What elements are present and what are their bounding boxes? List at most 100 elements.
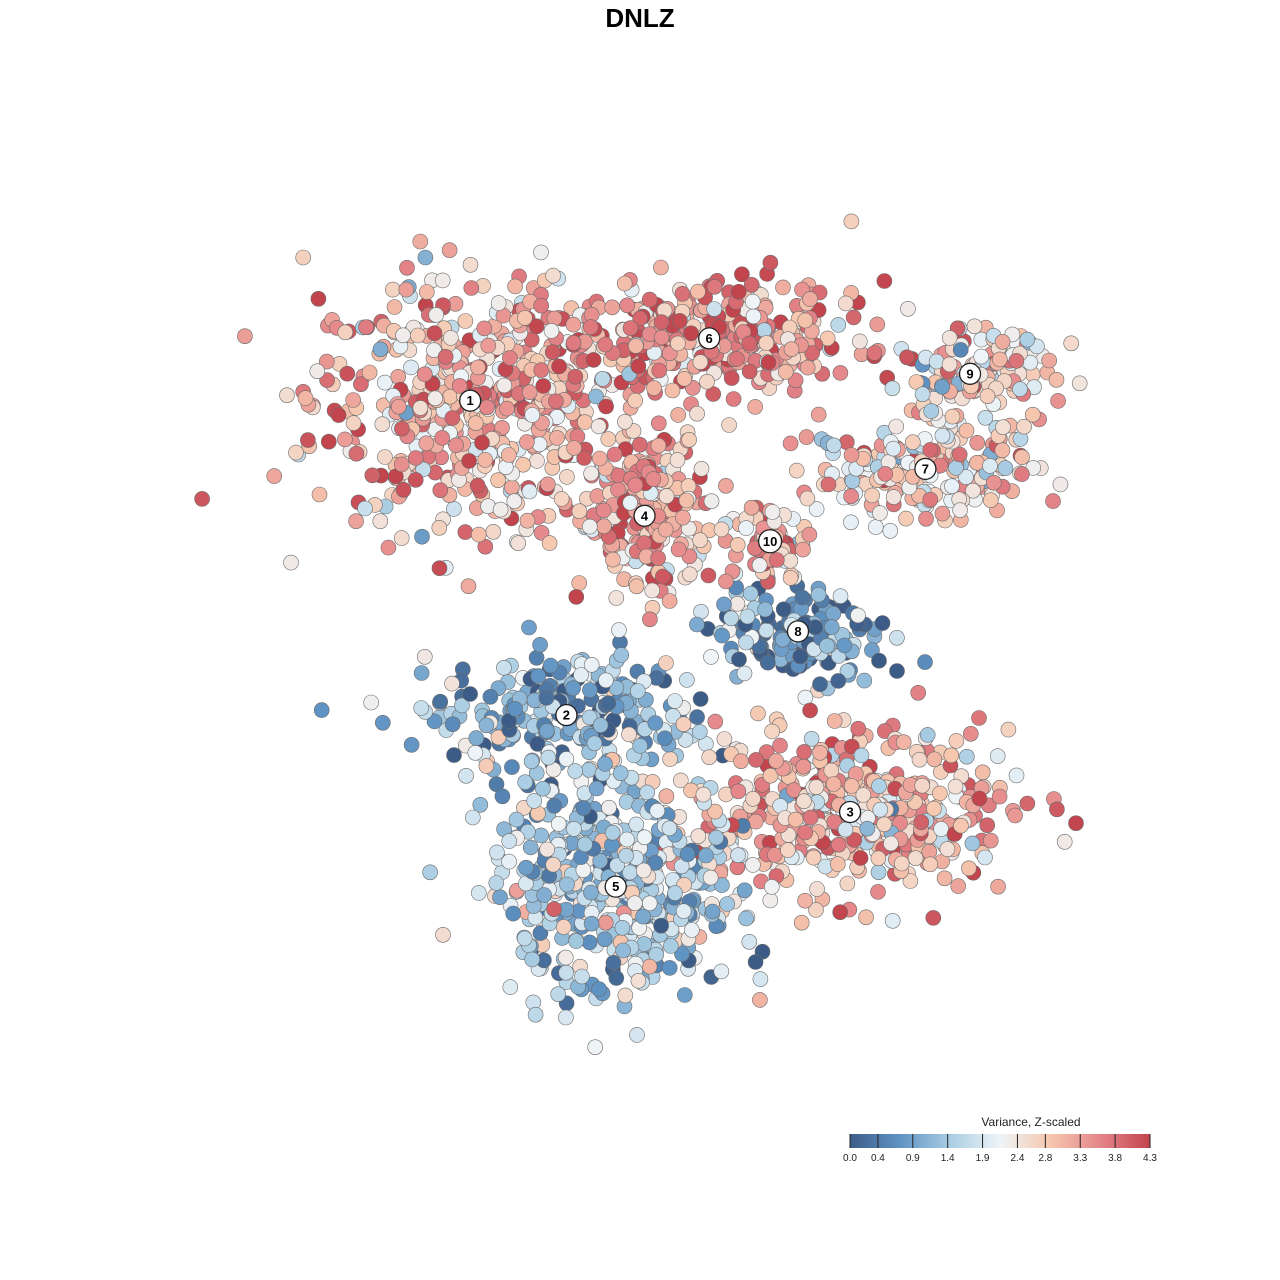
data-point bbox=[428, 307, 445, 323]
data-point bbox=[558, 751, 575, 767]
data-point bbox=[757, 601, 773, 618]
cluster-label-text: 4 bbox=[641, 508, 649, 523]
data-point bbox=[604, 824, 621, 841]
data-point bbox=[494, 788, 511, 805]
data-point bbox=[194, 491, 210, 507]
data-point bbox=[1048, 371, 1065, 388]
data-point bbox=[521, 619, 537, 636]
data-point bbox=[596, 518, 612, 535]
data-point bbox=[982, 832, 999, 849]
data-point bbox=[877, 466, 894, 482]
data-point bbox=[412, 400, 429, 416]
data-point bbox=[583, 884, 599, 901]
data-point bbox=[647, 715, 664, 731]
data-point bbox=[555, 919, 572, 935]
data-point bbox=[675, 509, 691, 526]
data-point bbox=[658, 788, 675, 805]
data-point bbox=[337, 324, 354, 341]
data-point bbox=[567, 368, 584, 385]
cluster-label-4: 4 bbox=[633, 504, 656, 527]
data-point bbox=[641, 958, 658, 975]
data-point bbox=[898, 510, 914, 527]
data-point bbox=[869, 316, 886, 333]
cluster-label-text: 7 bbox=[922, 461, 929, 476]
data-point bbox=[614, 919, 631, 936]
data-point bbox=[826, 814, 843, 830]
data-point bbox=[1014, 466, 1030, 482]
data-point bbox=[591, 981, 607, 998]
data-point bbox=[799, 490, 816, 507]
cluster-label-2: 2 bbox=[555, 703, 578, 727]
data-point bbox=[612, 765, 629, 782]
data-point bbox=[627, 338, 644, 354]
data-point bbox=[725, 391, 742, 407]
legend-tick-label: 0.0 bbox=[843, 1153, 857, 1164]
data-point bbox=[348, 513, 364, 530]
data-point bbox=[792, 648, 809, 665]
data-point bbox=[533, 362, 550, 378]
data-point bbox=[730, 847, 746, 864]
data-point bbox=[600, 431, 617, 447]
data-point bbox=[661, 593, 678, 609]
data-point bbox=[670, 541, 687, 558]
data-point bbox=[567, 763, 584, 779]
data-point bbox=[646, 380, 662, 396]
data-point bbox=[588, 388, 604, 405]
data-point bbox=[738, 520, 754, 536]
data-point bbox=[762, 892, 779, 909]
data-point bbox=[933, 821, 949, 837]
data-point bbox=[805, 849, 822, 866]
data-point bbox=[885, 440, 902, 457]
data-point bbox=[730, 783, 747, 800]
data-point bbox=[553, 491, 570, 507]
data-point bbox=[904, 434, 921, 451]
data-point bbox=[441, 242, 458, 258]
data-point bbox=[345, 415, 362, 431]
data-point bbox=[566, 821, 582, 837]
data-point bbox=[434, 430, 451, 446]
data-point bbox=[476, 320, 493, 337]
data-point bbox=[923, 403, 940, 419]
data-point bbox=[676, 370, 693, 387]
data-point bbox=[435, 926, 451, 943]
data-point bbox=[559, 876, 575, 893]
data-point bbox=[758, 335, 775, 351]
data-point bbox=[922, 856, 939, 873]
data-point bbox=[802, 809, 819, 826]
legend-tick-label: 1.9 bbox=[976, 1153, 990, 1164]
data-point bbox=[713, 963, 730, 980]
data-point bbox=[522, 839, 539, 856]
data-point bbox=[524, 407, 541, 423]
data-point bbox=[958, 748, 975, 765]
data-point bbox=[948, 733, 965, 749]
data-point bbox=[339, 365, 356, 382]
data-point bbox=[832, 588, 849, 605]
data-point bbox=[681, 566, 698, 583]
data-point bbox=[918, 510, 934, 527]
data-point bbox=[639, 784, 656, 801]
data-point bbox=[1008, 352, 1025, 369]
data-point bbox=[741, 933, 758, 950]
data-point bbox=[855, 787, 872, 803]
data-point bbox=[407, 450, 424, 466]
data-point bbox=[600, 695, 617, 712]
data-point bbox=[871, 652, 887, 669]
data-point bbox=[876, 723, 893, 739]
data-point bbox=[517, 310, 533, 326]
data-point bbox=[706, 278, 723, 295]
data-point bbox=[444, 675, 460, 692]
data-point bbox=[615, 942, 631, 959]
data-point bbox=[575, 800, 592, 816]
data-point bbox=[504, 759, 520, 775]
data-point bbox=[799, 359, 816, 376]
data-point bbox=[380, 539, 397, 556]
data-point bbox=[528, 649, 545, 666]
data-point bbox=[803, 730, 820, 747]
data-point bbox=[653, 329, 670, 346]
data-point bbox=[581, 934, 598, 951]
data-point bbox=[604, 299, 621, 316]
data-point bbox=[895, 734, 912, 751]
data-point bbox=[474, 434, 490, 451]
data-point bbox=[506, 493, 523, 510]
